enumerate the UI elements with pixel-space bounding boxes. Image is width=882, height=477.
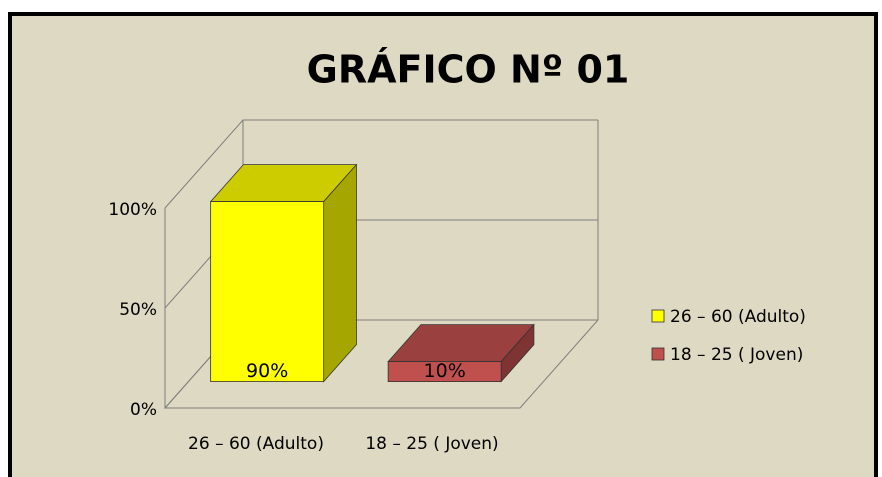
chart-title: GRÁFICO Nº 01 <box>307 48 630 92</box>
bar <box>387 361 502 383</box>
y-tick-label: 50% <box>119 300 157 320</box>
chart-frame <box>8 12 878 477</box>
legend-swatch <box>651 309 665 323</box>
y-tick-label: 100% <box>108 200 157 220</box>
legend-label: 18 – 25 ( Joven) <box>670 345 803 365</box>
data-label: 10% <box>424 360 466 382</box>
bar-side <box>323 163 357 383</box>
x-tick-label: 26 – 60 (Adulto) <box>188 434 324 454</box>
y-tick-label: 0% <box>130 400 157 420</box>
legend-swatch <box>651 347 665 361</box>
grid-line <box>164 119 598 209</box>
bar <box>210 201 325 383</box>
legend-label: 26 – 60 (Adulto) <box>670 307 806 327</box>
data-label: 90% <box>246 360 288 382</box>
x-tick-label: 18 – 25 ( Joven) <box>365 434 498 454</box>
